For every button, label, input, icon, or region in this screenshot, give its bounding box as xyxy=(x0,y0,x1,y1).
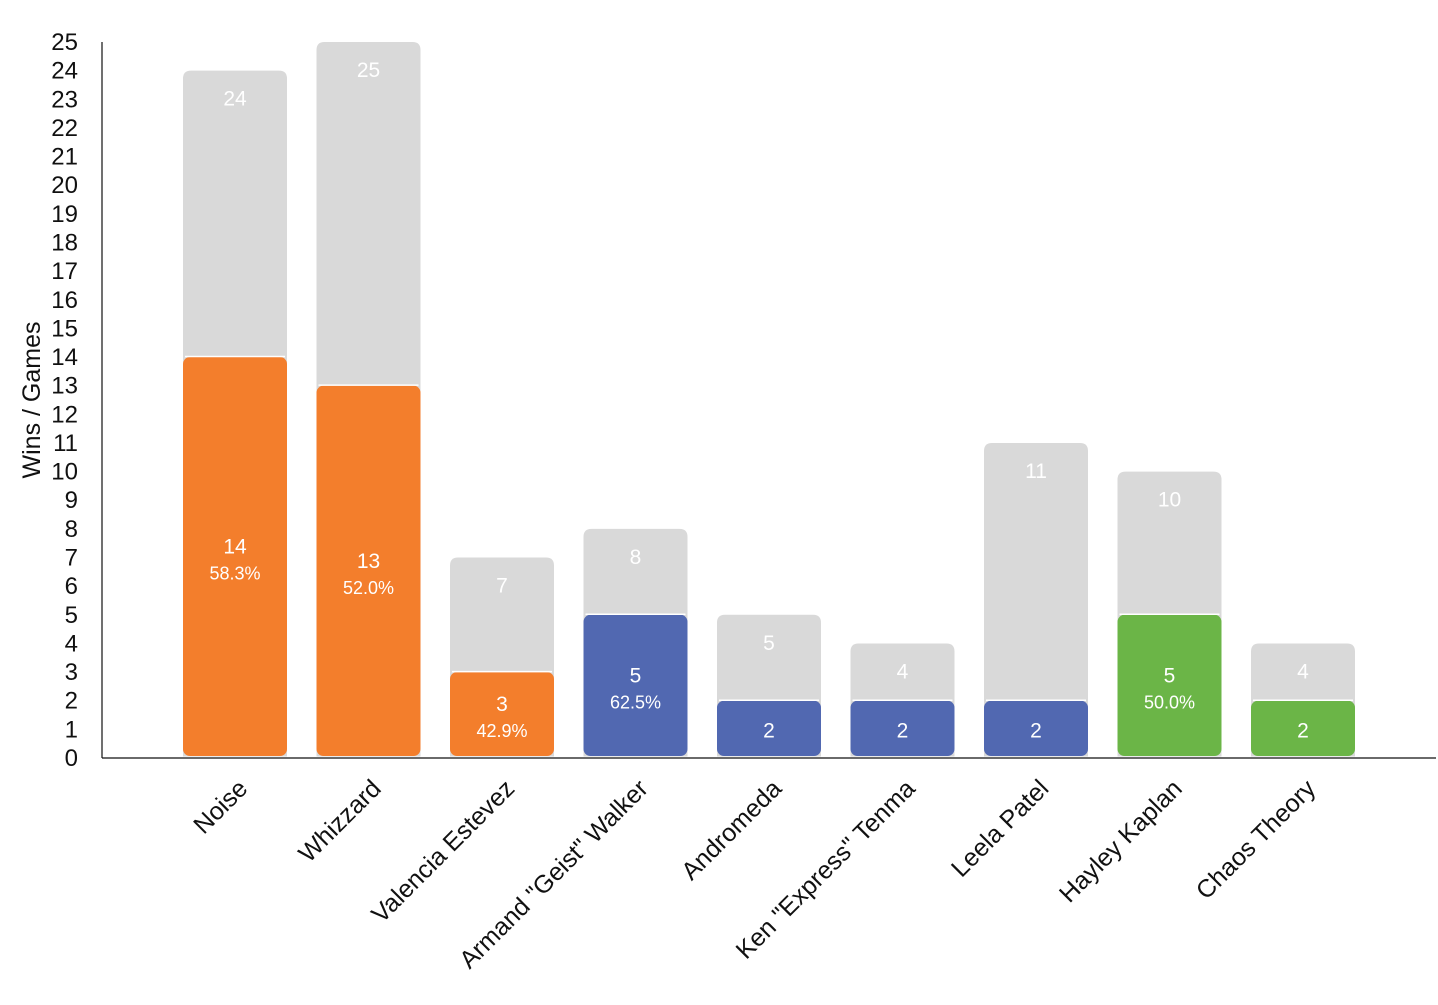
wins-value-label: 14 xyxy=(223,536,247,559)
y-tick-label: 0 xyxy=(65,745,78,772)
wins-bar xyxy=(183,357,287,756)
games-value-label: 7 xyxy=(496,575,508,598)
category-label: Leela Patel xyxy=(946,774,1054,882)
wins-bar xyxy=(316,385,421,756)
wins-bar xyxy=(717,700,821,756)
wins-value-label: 3 xyxy=(496,693,508,716)
y-tick-label: 19 xyxy=(51,201,78,228)
y-tick-label: 24 xyxy=(51,58,78,85)
axes-layer xyxy=(101,42,1436,759)
y-tick-label: 2 xyxy=(65,688,78,715)
games-value-label: 10 xyxy=(1158,489,1181,512)
y-tick-label: 25 xyxy=(51,29,78,56)
wins-value-label: 2 xyxy=(897,719,909,742)
games-value-label: 4 xyxy=(897,660,909,683)
wins-bar xyxy=(984,700,1088,756)
y-tick-label: 3 xyxy=(65,659,78,686)
y-axis-ticks: 0123456789101112131415161718192021222324… xyxy=(51,29,78,772)
wins-value-label: 5 xyxy=(1164,664,1176,687)
y-tick-label: 15 xyxy=(51,315,78,342)
category-label: Noise xyxy=(188,774,253,839)
y-axis-title: Wins / Games xyxy=(18,322,46,479)
y-tick-label: 10 xyxy=(51,459,78,486)
wins-bar xyxy=(450,672,554,756)
win-percent-label: 50.0% xyxy=(1144,692,1195,712)
wins-bar xyxy=(1117,614,1222,756)
games-value-label: 5 xyxy=(763,632,775,655)
wins-bar xyxy=(583,614,688,756)
games-value-label: 24 xyxy=(223,88,247,111)
y-tick-label: 11 xyxy=(53,430,78,457)
y-tick-label: 8 xyxy=(65,516,78,543)
win-percent-label: 58.3% xyxy=(209,564,260,584)
win-percent-label: 42.9% xyxy=(476,721,527,741)
win-percent-label: 52.0% xyxy=(343,578,394,598)
wins-bar xyxy=(850,700,955,756)
y-tick-label: 18 xyxy=(51,229,78,256)
y-tick-label: 4 xyxy=(65,630,78,657)
y-tick-label: 16 xyxy=(51,287,78,314)
y-tick-label: 23 xyxy=(51,86,78,113)
y-tick-label: 7 xyxy=(65,545,78,572)
category-label: Valencia Estevez xyxy=(366,774,520,928)
category-label: Hayley Kaplan xyxy=(1054,774,1188,908)
y-tick-label: 5 xyxy=(65,602,78,629)
y-tick-label: 12 xyxy=(51,401,78,428)
wins-value-label: 2 xyxy=(763,719,775,742)
games-bar xyxy=(984,442,1088,757)
y-tick-label: 21 xyxy=(51,144,78,171)
y-tick-label: 6 xyxy=(65,573,78,600)
category-label: Andromeda xyxy=(676,774,787,885)
y-tick-label: 17 xyxy=(51,258,78,285)
y-tick-label: 9 xyxy=(65,487,78,514)
games-value-label: 11 xyxy=(1025,460,1047,483)
wins-value-label: 13 xyxy=(357,550,380,573)
y-tick-label: 22 xyxy=(51,115,78,142)
games-value-label: 8 xyxy=(630,546,642,569)
y-tick-label: 13 xyxy=(51,373,78,400)
wins-bar xyxy=(1251,700,1355,756)
wins-value-label: 5 xyxy=(630,664,642,687)
y-tick-label: 1 xyxy=(65,716,78,743)
y-tick-label: 20 xyxy=(51,172,78,199)
games-value-label: 25 xyxy=(357,59,380,82)
category-label: Whizzard xyxy=(293,774,386,867)
wins-value-label: 2 xyxy=(1030,719,1042,742)
games-value-label: 4 xyxy=(1297,660,1309,683)
category-label: Chaos Theory xyxy=(1191,774,1322,905)
win-percent-label: 62.5% xyxy=(610,692,661,712)
y-tick-label: 14 xyxy=(51,344,78,371)
wins-value-label: 2 xyxy=(1297,719,1309,742)
